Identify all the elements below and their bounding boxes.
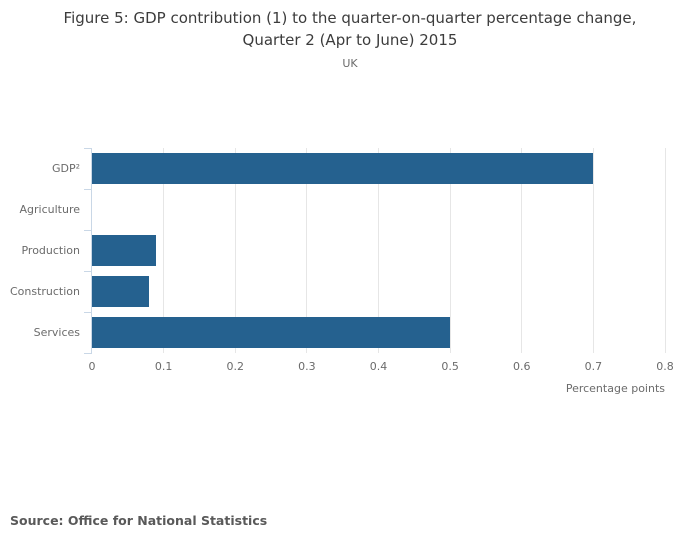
x-tick-label: 0.8 [656,360,674,373]
x-tick-label: 0.4 [369,360,388,373]
gridline [592,148,594,353]
category-label: Agriculture [19,203,81,216]
y-axis-tick [84,353,91,354]
category-label: Services [33,326,80,339]
x-axis-title: Percentage points [565,382,665,395]
source-note: Source: Office for National Statistics [10,513,268,528]
gridline [234,148,236,353]
plot-area [92,148,666,353]
x-tick-label: 0.2 [226,360,245,373]
y-axis-tick [84,312,91,313]
bar [92,153,594,184]
y-axis-line [91,148,92,354]
chart-subtitle: UK [342,57,358,70]
gridline [521,148,523,353]
chart-title-line-1: Figure 5: GDP contribution (1) to the qu… [63,9,637,27]
gridline [449,148,451,353]
x-tick-label: 0.1 [154,360,173,373]
gridline [306,148,308,353]
x-tick-label: 0.3 [298,360,316,373]
chart-title-line-2: Quarter 2 (Apr to June) 2015 [242,31,458,49]
category-label: Production [21,244,80,257]
gridline [163,148,165,353]
bar [92,235,157,266]
category-label: Construction [9,285,80,298]
x-tick-label: 0.6 [513,360,531,373]
bar [92,276,150,307]
y-axis-tick [84,230,91,231]
gridline [378,148,379,353]
x-tick-label: 0.5 [441,360,459,373]
x-tick-label: 0.7 [584,360,603,373]
gridline [664,148,666,353]
chart-title: Figure 5: GDP contribution (1) to the qu… [0,7,700,51]
y-axis-tick [84,189,91,190]
x-tick-label: 0 [88,360,96,373]
y-axis-tick [84,271,91,272]
y-axis-tick [84,148,91,149]
bar [92,317,451,348]
category-label: GDP² [51,162,80,175]
